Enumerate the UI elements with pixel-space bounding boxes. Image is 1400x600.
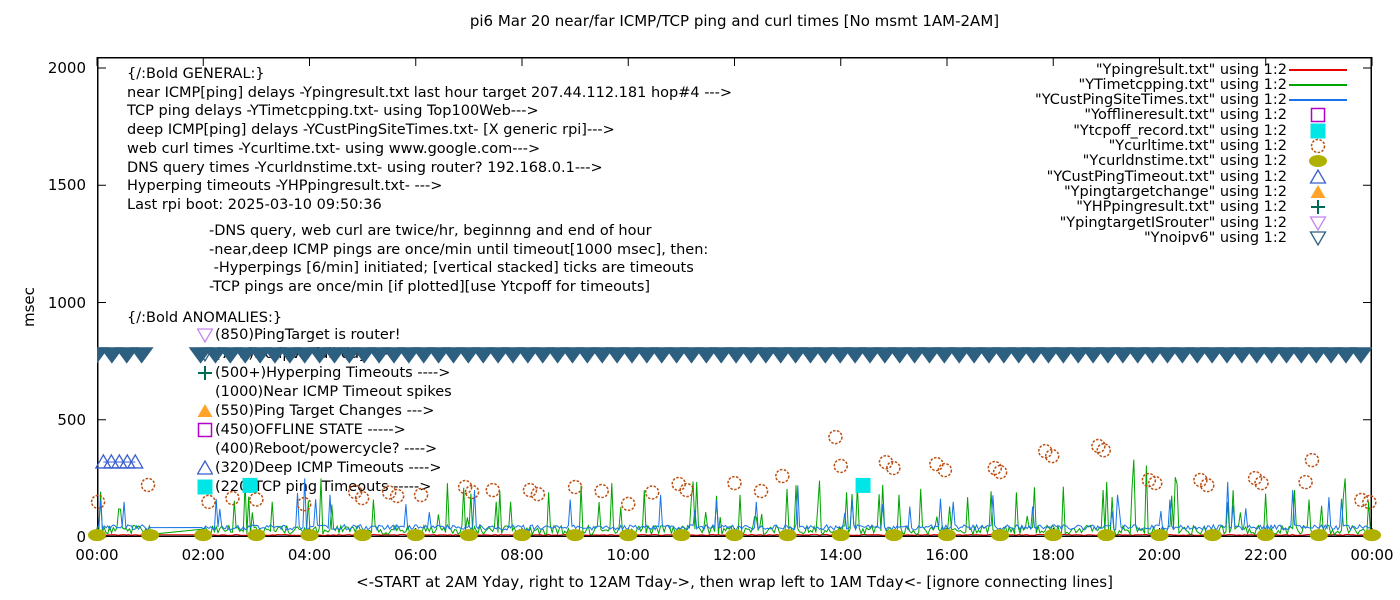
legend-label: "YpingtargetISrouter" using 1:2 bbox=[1059, 214, 1287, 231]
y-tick-label: 2000 bbox=[47, 59, 86, 77]
legend-label: "Ypingresult.txt" using 1:2 bbox=[1095, 61, 1287, 78]
legend: "Ypingresult.txt" using 1:2 "YTimetcpping… bbox=[97, 57, 1372, 537]
plot-area: {/:Bold GENERAL:} near ICMP[ping] delays … bbox=[88, 57, 1381, 542]
legend-marker-triangle-down-open bbox=[1287, 230, 1349, 246]
legend-marker-circle-open bbox=[1287, 138, 1349, 154]
legend-marker-square-open bbox=[1287, 107, 1349, 123]
x-tick-label: 00:00 bbox=[75, 546, 119, 564]
x-tick-label: 00:00 bbox=[1350, 546, 1394, 564]
legend-row: "Ycurldnstime.txt" using 1:2 bbox=[97, 153, 1349, 169]
y-tick-label: 1000 bbox=[47, 293, 86, 312]
legend-label: "Ycurldnstime.txt" using 1:2 bbox=[1082, 153, 1287, 170]
legend-label: "YTimetcpping.txt" using 1:2 bbox=[1078, 76, 1287, 93]
x-tick-label: 04:00 bbox=[287, 546, 332, 564]
legend-marker-circle-filled bbox=[1287, 153, 1349, 169]
legend-row: "YCustPingTimeout.txt" using 1:2 bbox=[97, 168, 1349, 185]
y-tick-label: 1500 bbox=[47, 176, 86, 195]
legend-row: "YHPpingresult.txt" using 1:2 bbox=[97, 199, 1349, 215]
legend-row: "Ycurltime.txt" using 1:2 bbox=[97, 138, 1349, 154]
legend-marker-triangle-up-open bbox=[1287, 168, 1349, 185]
legend-marker-triangle-down-open bbox=[1287, 215, 1349, 231]
legend-row: "YpingtargetISrouter" using 1:2 bbox=[97, 215, 1349, 231]
legend-label: "YHPpingresult.txt" using 1:2 bbox=[1076, 199, 1287, 216]
legend-row: "YTimetcpping.txt" using 1:2 bbox=[97, 77, 1349, 93]
legend-label: "Ycurltime.txt" using 1:2 bbox=[1108, 138, 1287, 154]
x-tick-label: 08:00 bbox=[500, 546, 544, 564]
x-tick-label: 22:00 bbox=[1244, 546, 1288, 564]
x-tick-label: 20:00 bbox=[1137, 546, 1182, 564]
legend-row: "Yofflineresult.txt" using 1:2 bbox=[97, 107, 1349, 123]
legend-row: "Ynoipv6" using 1:2 bbox=[97, 230, 1349, 246]
y-tick-label: 0 bbox=[76, 528, 86, 546]
x-tick-label: 10:00 bbox=[606, 546, 650, 564]
legend-row: "YCustPingSiteTimes.txt" using 1:2 bbox=[97, 92, 1349, 108]
legend-label: "YCustPingTimeout.txt" using 1:2 bbox=[1046, 168, 1287, 185]
legend-marker-line bbox=[1287, 62, 1349, 78]
x-tick-label: 12:00 bbox=[712, 546, 757, 564]
legend-row: "Ypingtargetchange" using 1:2 bbox=[97, 184, 1349, 200]
x-tick-label: 06:00 bbox=[394, 546, 438, 564]
legend-row: "Ypingresult.txt" using 1:2 bbox=[97, 62, 1349, 78]
legend-marker-triangle-up-filled bbox=[1287, 184, 1349, 200]
legend-label: "Ynoipv6" using 1:2 bbox=[1143, 229, 1287, 246]
legend-label: "Yofflineresult.txt" using 1:2 bbox=[1084, 107, 1287, 124]
x-tick-label: 18:00 bbox=[1031, 546, 1075, 564]
x-tick-label: 14:00 bbox=[819, 546, 863, 564]
legend-label: "Ytcpoff_record.txt" using 1:2 bbox=[1073, 122, 1287, 139]
chart-title: pi6 Mar 20 near/far ICMP/TCP ping and cu… bbox=[469, 12, 1000, 30]
legend-label: "Ypingtargetchange" using 1:2 bbox=[1064, 183, 1287, 200]
legend-marker-square-filled bbox=[1287, 123, 1349, 139]
y-tick-label: 500 bbox=[57, 410, 86, 429]
x-tick-label: 16:00 bbox=[925, 546, 969, 564]
legend-label: "YCustPingSiteTimes.txt" using 1:2 bbox=[1035, 92, 1287, 109]
legend-marker-line bbox=[1287, 92, 1349, 108]
legend-row: "Ytcpoff_record.txt" using 1:2 bbox=[97, 123, 1349, 139]
legend-marker-line bbox=[1287, 77, 1349, 93]
legend-marker-plus bbox=[1287, 199, 1349, 215]
x-axis-title: <-START at 2AM Yday, right to 12AM Tday-… bbox=[356, 573, 1113, 591]
x-tick-label: 02:00 bbox=[181, 546, 225, 564]
